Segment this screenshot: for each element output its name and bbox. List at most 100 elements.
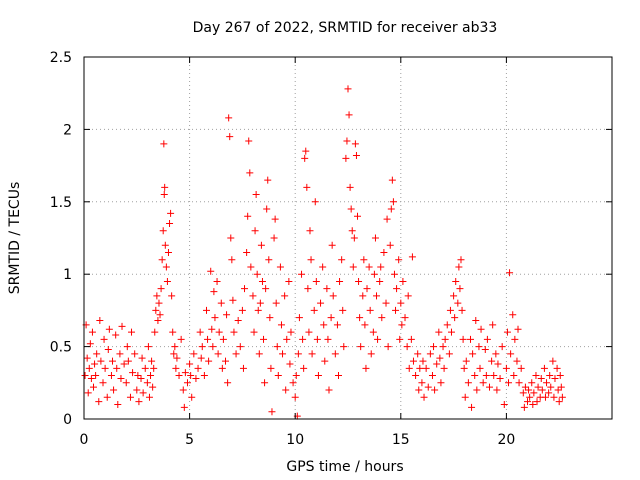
data-point [418,379,426,387]
data-point [250,328,258,336]
x-tick-label: 20 [497,432,515,448]
data-point [498,343,506,351]
data-point [105,325,113,333]
data-point [354,212,362,220]
data-point [339,306,347,314]
data-point [553,364,561,372]
data-point [538,386,546,394]
data-point [367,350,375,358]
data-point [281,292,289,300]
data-point [377,263,385,271]
data-point [543,379,551,387]
data-point [91,360,99,368]
data-point [373,292,381,300]
data-point [161,183,169,191]
data-point [388,176,396,184]
data-point [205,357,213,365]
data-point [356,314,364,322]
data-point [347,205,355,213]
data-point [349,263,357,271]
data-point [323,285,331,293]
data-point [546,372,554,380]
data-point [181,369,189,377]
data-point [496,374,504,382]
data-point [404,292,412,300]
data-point [507,350,515,358]
data-point [460,364,468,372]
data-point [306,227,314,235]
data-point [239,364,247,372]
data-point [328,241,336,249]
data-point [157,285,165,293]
data-point [144,343,152,351]
data-point [374,335,382,343]
y-tick-label: 1.5 [50,195,72,211]
data-point [360,256,368,264]
data-point [267,364,275,372]
data-point [219,335,227,343]
data-point [398,321,406,329]
data-point [437,379,445,387]
data-point [352,151,360,159]
data-point [441,335,449,343]
data-point [113,364,121,372]
data-point [312,277,320,285]
data-point [143,379,151,387]
data-point [395,256,403,264]
data-point [363,285,371,293]
data-point [361,321,369,329]
data-point [471,372,479,380]
data-point [502,364,510,372]
data-point [505,379,513,387]
data-point [209,343,217,351]
data-point [200,372,208,380]
data-point [126,393,134,401]
data-point [403,343,411,351]
data-point [148,357,156,365]
data-point [168,292,176,300]
data-point [228,256,236,264]
data-point [99,379,107,387]
data-point [254,306,262,314]
data-point [481,345,489,353]
data-point [214,350,222,358]
data-point [135,398,143,406]
data-point [492,350,500,358]
data-point [139,389,147,397]
data-point [222,357,230,365]
data-point [177,335,185,343]
data-point [526,393,534,401]
data-point [116,350,124,358]
data-point [179,386,187,394]
data-point [84,389,92,397]
data-point [187,372,195,380]
data-point [217,299,225,307]
data-point [490,372,498,380]
data-point [243,248,251,256]
data-point [264,176,272,184]
data-point [162,263,170,271]
data-point [204,335,212,343]
grid-layer [84,57,612,419]
data-point [348,227,356,235]
data-point [238,306,246,314]
data-point [300,364,308,372]
data-point [500,401,508,409]
data-point [107,372,115,380]
data-point [520,403,528,411]
data-point [226,133,234,141]
data-point [506,269,514,277]
data-point [90,383,98,391]
data-point [494,360,502,368]
data-point [104,345,112,353]
data-point [262,285,270,293]
data-point [114,401,122,409]
data-point [476,364,484,372]
data-point [376,277,384,285]
data-point [486,383,494,391]
data-point [528,379,536,387]
data-point [511,335,519,343]
data-point [270,234,278,242]
data-point [314,372,322,380]
data-point [268,408,276,416]
